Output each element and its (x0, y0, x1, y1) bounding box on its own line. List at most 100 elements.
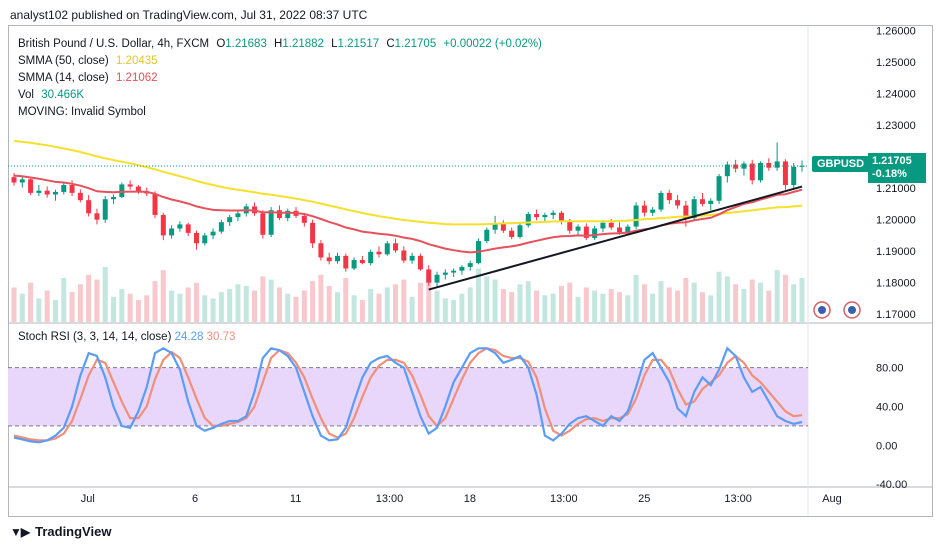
volume-bar (393, 284, 399, 322)
candle-body (699, 199, 705, 204)
volume-bar (210, 298, 216, 322)
volume-bar (484, 276, 490, 322)
candle-body (774, 161, 780, 168)
volume-bar (542, 295, 548, 322)
volume-bar (276, 287, 282, 322)
volume-bar (102, 267, 108, 322)
candle-body (401, 250, 407, 261)
price-tick-label: 1.19000 (876, 246, 916, 258)
candle-body (218, 222, 224, 232)
candle-body (111, 196, 117, 200)
smma14-label[interactable]: SMMA (14, close) (18, 72, 109, 84)
volume-bar (69, 292, 75, 322)
time-tick-label: 18 (464, 493, 476, 505)
volume-bar (86, 274, 92, 322)
volume-bar (218, 292, 224, 322)
candle-body (268, 210, 274, 235)
time-tick-label: Jul (81, 493, 95, 505)
candle-body (517, 225, 523, 237)
candle-body (94, 213, 100, 220)
candle-body (177, 224, 183, 229)
volume-bar (733, 284, 739, 322)
candle-body (658, 192, 664, 210)
candle-body (318, 243, 324, 258)
close-label: C (386, 38, 395, 50)
volume-bar (724, 276, 730, 322)
smma50-line (13, 139, 803, 226)
volume-bar (94, 279, 100, 322)
volume-bar (774, 270, 780, 322)
volume-bar (44, 290, 50, 322)
volume-bar (310, 281, 316, 322)
volume-bar (127, 293, 133, 322)
volume-bar (185, 287, 191, 322)
low-value: 1.21517 (337, 38, 380, 50)
candle-body (343, 255, 349, 269)
volume-bar (368, 289, 374, 322)
volume-bar (451, 300, 457, 322)
volume-bar (617, 292, 623, 322)
candle-body (749, 163, 755, 181)
footer-brand[interactable]: TradingView (35, 524, 112, 539)
time-tick-label: Aug (822, 493, 842, 505)
candle-body (782, 161, 788, 186)
volume-bar (351, 295, 357, 322)
stoch-k-line (13, 346, 803, 444)
price-tag-change: -0.18% (872, 168, 907, 180)
candle-body (368, 251, 374, 264)
volume-bar (61, 278, 67, 322)
price-tick-label: 1.21000 (876, 183, 916, 195)
candle-body (666, 192, 672, 201)
candle-body (633, 205, 639, 227)
volume-bar (567, 282, 573, 322)
candle-body (359, 259, 365, 264)
candle-body (36, 190, 42, 193)
volume-bar (235, 284, 241, 322)
candle-body (442, 272, 448, 275)
candle-body (550, 212, 556, 215)
candle-body (119, 184, 125, 197)
volume-bar (791, 284, 797, 322)
smma50-label[interactable]: SMMA (50, close) (18, 55, 109, 67)
candle-body (542, 214, 548, 218)
low-label: L (331, 38, 338, 50)
volume-bar (575, 296, 581, 322)
volume-bar (517, 284, 523, 322)
chart-frame[interactable] (8, 25, 933, 517)
moving-label[interactable]: MOVING: Invalid Symbol (18, 106, 146, 118)
candle-body (351, 259, 357, 269)
candle-body (799, 165, 805, 167)
stoch-label[interactable]: Stoch RSI (3, 3, 14, 14, close) (18, 331, 172, 343)
candle-body (641, 205, 647, 213)
volume-bar (376, 293, 382, 322)
candle-body (417, 255, 423, 270)
volume-bar (160, 270, 166, 322)
open-value: 1.21683 (225, 38, 267, 50)
volume-bar (650, 293, 656, 322)
stoch-legend: Stoch RSI (3, 3, 14, 14, close) 24.28 30… (18, 331, 235, 343)
volume-bar (260, 276, 266, 322)
volume-bar (28, 282, 34, 322)
symbol-label[interactable]: British Pound / U.S. Dollar, 4h, FXCM (18, 38, 210, 50)
volume-bar (691, 282, 697, 322)
time-tick-label: 6 (192, 493, 198, 505)
candle-body (61, 185, 67, 192)
volume-bar (293, 296, 299, 322)
vol-label[interactable]: Vol (18, 89, 34, 101)
stoch-k-value: 24.28 (174, 331, 204, 343)
volume-bar (658, 281, 664, 322)
volume-bar (52, 300, 58, 322)
candle-body (185, 224, 191, 233)
stoch-tick-label: 40.00 (876, 401, 904, 413)
volume-bar (19, 293, 25, 322)
volume-bar (583, 287, 589, 322)
volume-bar (152, 281, 158, 322)
candle-body (69, 185, 75, 193)
high-value: 1.21882 (282, 38, 324, 50)
candle-body (617, 227, 623, 233)
candle-body (625, 226, 631, 233)
volume-bar (193, 282, 199, 322)
candle-body (558, 212, 564, 222)
close-value: 1.21705 (394, 38, 437, 50)
